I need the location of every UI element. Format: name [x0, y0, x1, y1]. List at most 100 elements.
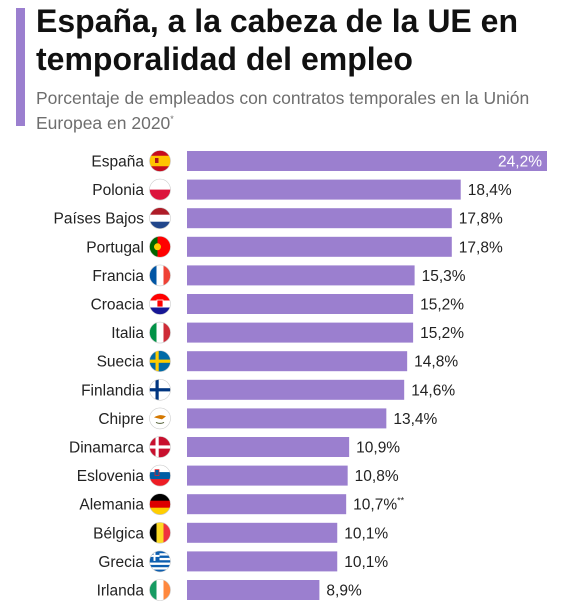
flag-stripe [149, 579, 157, 601]
flag-outline [149, 264, 171, 287]
flag-emblem [156, 299, 164, 308]
value-label: 10,9% [356, 440, 400, 457]
bar [187, 151, 547, 171]
flag-stripe [149, 550, 171, 554]
category-label: Dinamarca [69, 440, 144, 457]
bar [187, 379, 405, 400]
flag-stripe [156, 522, 164, 544]
flag-stripe [149, 522, 157, 544]
bar [187, 408, 387, 429]
flag-netherlands-icon [149, 207, 171, 229]
value-label: 10,8% [355, 468, 399, 485]
flag-stripe [149, 557, 171, 561]
bar [187, 580, 320, 600]
flag-outline [149, 207, 171, 229]
category-label: Croacia [91, 297, 145, 314]
flag-stripe [149, 567, 171, 570]
flag-germany-icon [149, 493, 171, 515]
value-label: 17,8% [459, 211, 503, 228]
flag-finland-icon [149, 379, 171, 401]
flag-stripe [149, 236, 158, 258]
category-label: Finlandia [81, 382, 144, 399]
flag-stripe [149, 293, 171, 301]
flag-sweden-icon [149, 350, 171, 372]
flag-stripe [156, 579, 164, 601]
value-label: 15,2% [420, 297, 464, 314]
flag-stripe [149, 479, 171, 487]
flag-stripe [149, 221, 171, 229]
flag-portugal-icon [149, 236, 171, 258]
flag-cross [153, 550, 156, 561]
flag-stripe [149, 507, 171, 515]
flag-emblem [154, 415, 166, 420]
flag-stripe [149, 560, 171, 563]
flag-outline [149, 293, 171, 315]
value-label: 13,4% [393, 411, 437, 428]
bar [187, 465, 348, 486]
flag-outline [149, 178, 171, 201]
flag-spain-icon [149, 150, 171, 172]
flag-stripe [163, 264, 171, 286]
flag-poland-icon [149, 179, 171, 201]
flag-stripe [156, 322, 164, 344]
flag-stripe [149, 214, 171, 222]
flag-italy-icon [149, 322, 171, 344]
flag-stripe [149, 322, 157, 344]
flag-stripe [149, 564, 171, 568]
bar [187, 179, 461, 200]
flag-cyprus-icon [149, 407, 171, 429]
category-label: Portugal [86, 239, 144, 256]
flag-outline [149, 150, 171, 172]
flag-croatia-icon [149, 293, 171, 315]
flag-cross [155, 350, 159, 372]
flag-emblem [154, 469, 160, 476]
flag-stripe [156, 264, 164, 286]
bar [187, 208, 452, 229]
flag-stripe [149, 500, 171, 508]
category-label: Irlanda [97, 583, 145, 600]
category-label: Países Bajos [54, 211, 145, 228]
page-subtitle: Porcentaje de empleados con contratos te… [36, 88, 556, 134]
flag-cross [149, 359, 171, 363]
flag-emblem [155, 158, 159, 163]
flag-ireland-icon [149, 579, 171, 601]
value-label: 10,7%** [353, 496, 404, 514]
category-label: Polonia [92, 182, 144, 199]
flag-outline [149, 436, 171, 458]
flag-belgium-icon [149, 522, 171, 544]
flag-stripe [149, 465, 171, 473]
flag-cross [155, 436, 159, 458]
flag-stripe [163, 522, 171, 544]
flag-cross [155, 379, 159, 401]
value-label: 14,6% [411, 382, 455, 399]
flag-cross [149, 388, 171, 392]
category-label: Suecia [97, 354, 145, 371]
flag-stripe [149, 472, 171, 480]
bar [187, 494, 347, 515]
value-label: 10,1% [344, 525, 388, 542]
flag-cross [149, 445, 171, 449]
subtitle-footnote-marker: * [170, 114, 174, 124]
bar [187, 236, 452, 257]
page-title: España, a la cabeza de la UE en temporal… [36, 3, 518, 77]
flag-greece-icon [149, 550, 171, 572]
bar-chart: España 24,2% Polonia 18,4% Países Bajos 17,8%… [54, 150, 547, 601]
category-label: Eslovenia [77, 468, 145, 485]
flag-outline [149, 550, 171, 573]
flag-stripe [149, 179, 171, 190]
value-label: 10,1% [344, 554, 388, 571]
flag-stripe [149, 307, 171, 315]
category-label: Francia [92, 268, 144, 285]
bar [187, 522, 338, 543]
category-label: Alemania [79, 497, 144, 514]
flag-outline [149, 464, 171, 487]
flag-stripe [149, 493, 171, 501]
flag-denmark-icon [149, 436, 171, 458]
flag-outline [149, 407, 171, 430]
category-label: Italia [111, 325, 144, 342]
flag-outline [149, 379, 171, 401]
bar [187, 265, 415, 286]
bar [187, 351, 408, 372]
flag-stripe [149, 562, 171, 566]
flag-emblem [155, 421, 165, 424]
